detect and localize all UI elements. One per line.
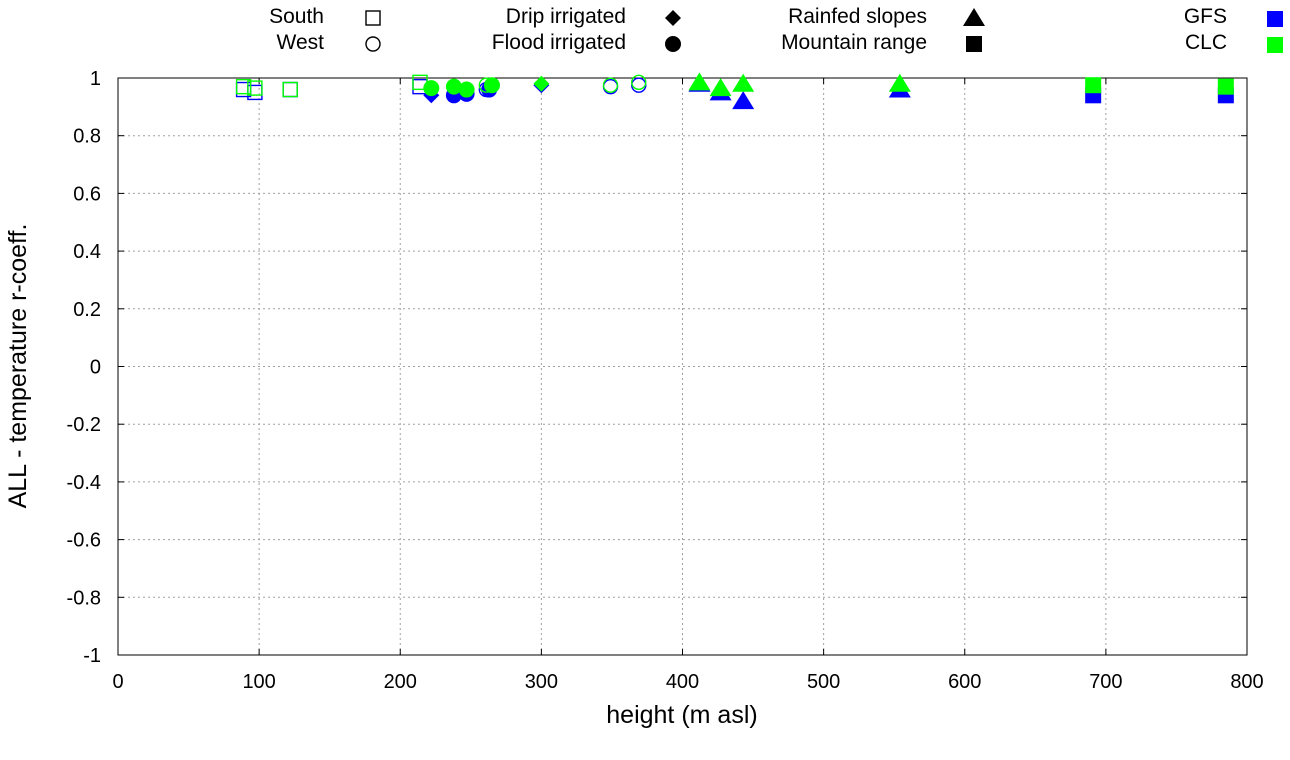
x-tick-label: 400 [666, 671, 699, 693]
clc-data-point [1217, 78, 1234, 95]
clc-data-point [483, 77, 500, 94]
legend-gfs-marker [1267, 11, 1283, 27]
clc-data-point [423, 80, 440, 97]
x-tick-label: 100 [242, 671, 275, 693]
y-tick-label: 0.6 [73, 183, 101, 205]
x-tick-label: 500 [807, 671, 840, 693]
legend-mountain-marker [966, 36, 982, 52]
x-tick-labels: 0 100 200 300 400 500 600 700 800 [112, 671, 1263, 693]
clc-data-point [533, 75, 550, 92]
clc-data-point [631, 74, 647, 91]
legend-label: Mountain range [781, 31, 927, 54]
x-axis-title: height (m asl) [606, 701, 757, 729]
clc-data-point [445, 78, 462, 95]
y-tick-label: 0.4 [73, 241, 101, 263]
y-tick-label: 0.2 [73, 299, 101, 321]
y-axis-title: ALL - temperature r-coeff. [4, 224, 32, 509]
y-tick-labels: -1 -0.8 -0.6 -0.4 -0.2 0 0.2 0.4 0.6 0.8 1 [67, 68, 101, 667]
legend-rainfed-marker [963, 8, 985, 26]
clc-data-point [458, 81, 475, 98]
legend-label: Drip irrigated [506, 5, 626, 28]
clc-data-point [282, 81, 298, 98]
clc-data-point [688, 72, 711, 91]
gfs-data-point [732, 91, 755, 110]
legend-label: GFS [1184, 5, 1227, 28]
gfs-data-point [631, 77, 647, 93]
legend-clc-marker [1267, 37, 1283, 53]
y-tick-label: 0.8 [73, 126, 101, 148]
x-tick-label: 600 [948, 671, 981, 693]
x-tick-label: 200 [384, 671, 417, 693]
legend: South West Drip irrigated Flood irrigated Ra… [269, 5, 1283, 54]
y-tick-label: -0.8 [67, 587, 101, 609]
gfs-data-point [282, 81, 298, 98]
clc-data-point [888, 73, 911, 92]
legend-label: West [277, 31, 325, 54]
x-tick-label: 800 [1230, 671, 1263, 693]
clc-data-point [709, 78, 732, 97]
x-tick-label: 0 [112, 671, 123, 693]
legend-drip-marker [665, 10, 681, 26]
y-tick-label: 1 [90, 68, 101, 90]
x-tick-label: 700 [1089, 671, 1122, 693]
y-tick-label: 0 [90, 357, 101, 379]
clc-data-point [732, 73, 755, 92]
legend-south-marker [365, 10, 381, 26]
clc-data-point [247, 80, 263, 96]
x-tick-label: 300 [525, 671, 558, 693]
legend-flood-marker [665, 36, 681, 52]
legend-label: CLC [1185, 31, 1227, 54]
clc-data-point [602, 77, 619, 93]
y-tick-label: -0.6 [67, 530, 101, 552]
legend-west-marker [365, 36, 381, 52]
legend-label: South [269, 5, 324, 28]
y-tick-label: -0.2 [67, 414, 101, 436]
y-tick-label: -0.4 [67, 472, 101, 494]
clc-data-point [235, 78, 252, 95]
grid-lines [118, 78, 1247, 655]
clc-data-point [1085, 77, 1102, 94]
y-tick-label: -1 [83, 645, 101, 667]
data-points [235, 72, 1234, 110]
legend-label: Rainfed slopes [788, 5, 927, 28]
legend-label: Flood irrigated [492, 31, 626, 54]
